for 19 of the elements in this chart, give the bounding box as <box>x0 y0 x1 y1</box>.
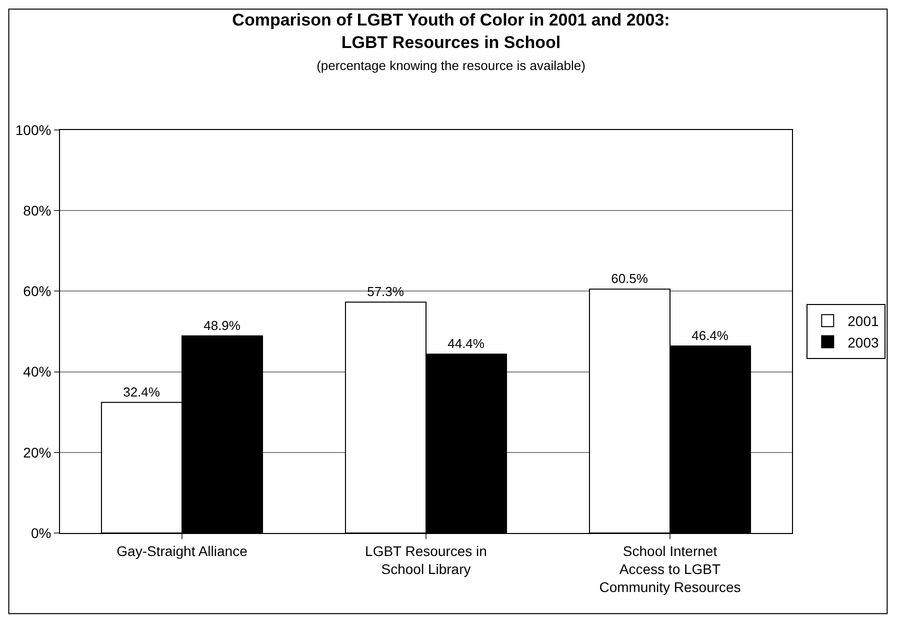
y-tick-label: 0% <box>30 524 52 541</box>
x-tick-label: LGBT Resources in School Library <box>365 542 487 577</box>
y-tick-label: 60% <box>23 283 52 300</box>
chart-title: Comparison of LGBT Youth of Color in 2001 and 2003: LGBT Resources in School <box>232 10 670 52</box>
y-tick-label: 100% <box>15 122 52 138</box>
x-tick-label: Gay-Straight Alliance <box>116 542 248 559</box>
data-label: 48.9% <box>204 318 241 333</box>
data-label: 46.4% <box>692 328 729 344</box>
data-label: 60.5% <box>611 271 648 286</box>
y-tick-label: 40% <box>23 364 52 380</box>
data-label: 44.4% <box>448 336 485 352</box>
legend-label: 2001 <box>848 313 879 330</box>
x-tick-label: School Internet Access to LGBT Community Resources <box>599 542 741 596</box>
y-tick-label: 80% <box>23 202 52 218</box>
data-label: 57.3% <box>367 284 404 300</box>
y-tick-label: 20% <box>23 444 52 460</box>
data-label: 32.4% <box>123 384 160 400</box>
chart-subtitle: (percentage knowing the resource is available) <box>316 58 586 73</box>
legend-label: 2003 <box>848 334 879 350</box>
